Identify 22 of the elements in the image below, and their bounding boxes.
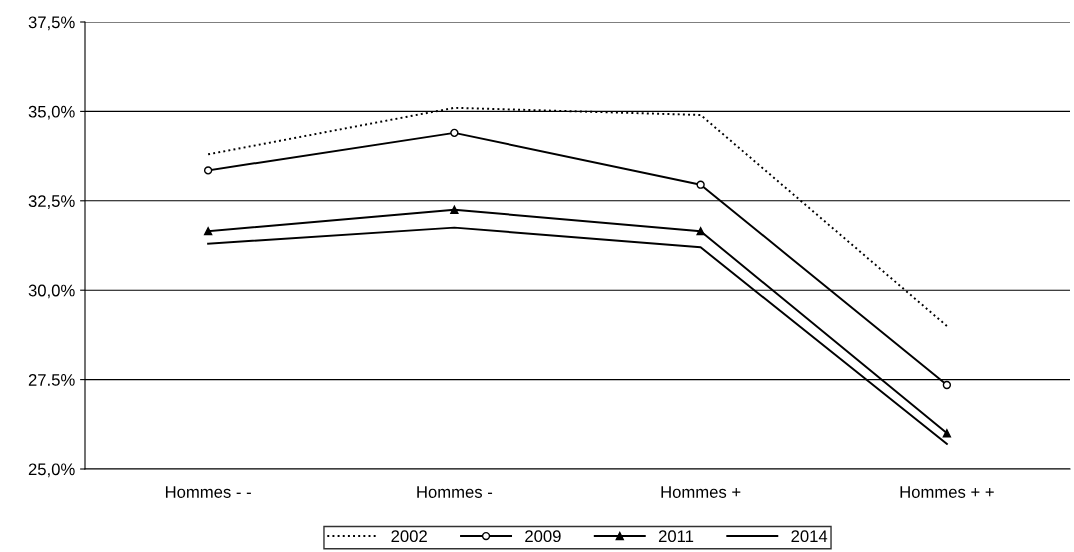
x-tick-label: Hommes + [661,486,741,498]
legend-label: 2014 [791,530,828,543]
point [942,380,952,390]
x-tick-label: Hommes - - [165,486,251,498]
y-tick-label: 37,5% [28,16,75,31]
point [450,128,459,138]
y-tick-label: 27.5% [28,374,75,386]
y-tick-label: 35,0% [28,105,75,120]
legend-label: 2002 [391,530,427,543]
y-tick-label: 25,0% [28,463,75,478]
point [203,166,213,175]
point [696,180,705,189]
point [203,227,213,236]
point [696,227,705,236]
x-tick-label: Hommes - [417,486,493,498]
legend-label: 2011 [658,530,694,543]
y-tick-label: 32,5% [28,195,75,209]
x-tick-label: Hommes + + [900,486,994,498]
point [450,205,459,214]
point [942,429,952,438]
legend-label: 2009 [525,530,561,543]
y-tick-label: 30,0% [28,284,75,299]
